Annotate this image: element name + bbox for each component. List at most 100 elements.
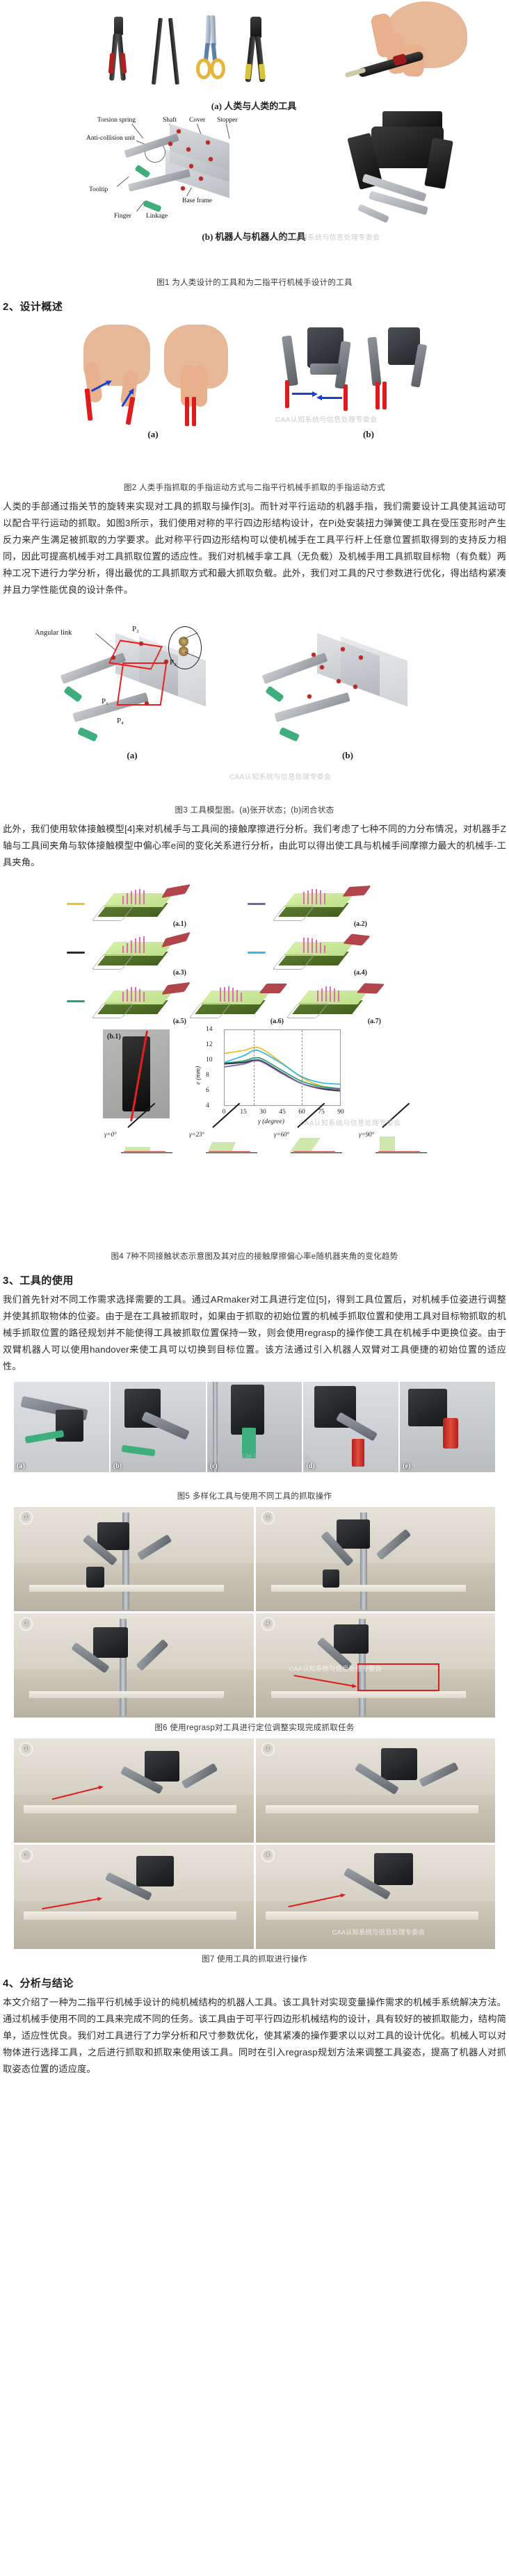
watermark: CAA认知系统与信息处理专委会	[275, 416, 378, 424]
contact-case-label: (a.3)	[172, 969, 186, 977]
figure-3-sublabel-b: (b)	[342, 750, 353, 761]
angle-illustration-row: γ=0° γ=23° γ=60° γ=90°	[104, 1102, 466, 1159]
chart-y-tick: 4	[206, 1102, 209, 1110]
figure-7-panel: ②	[255, 1738, 495, 1843]
figure-7: ① ② ③ ④ CAA认知系统与信息处理专委会	[14, 1738, 495, 1950]
label-finger: Finger	[114, 213, 131, 220]
figure-6-panel: ③	[14, 1613, 254, 1718]
chart-x-tick: 15	[240, 1109, 247, 1116]
contact-case-label: (a.6)	[270, 1018, 284, 1026]
chart-plot-area	[224, 1029, 341, 1107]
figure-5-panel-label: (d)	[306, 1462, 315, 1471]
tool-model-closed-state: (b)	[261, 612, 494, 762]
angle-cell: γ=0°	[104, 1127, 188, 1157]
angle-label: γ=23°	[189, 1131, 205, 1139]
chart-x-tick: 0	[222, 1109, 226, 1116]
chart-y-tick: 14	[206, 1026, 213, 1034]
figure-1-caption: 图1 为人类设计的工具和为二指平行机械手设计的工具	[156, 279, 353, 287]
figure-4-caption: 图4 7种不同接触状态示意图及其对应的接触摩擦偏心率e随机器夹角的变化趋势	[111, 1253, 398, 1262]
contact-case-label: (a.1)	[172, 920, 186, 929]
figure-7-panel: ④ CAA认知系统与信息处理专委会	[255, 1845, 495, 1950]
watermark: CAA认知系统与信息处理专委会	[299, 1120, 401, 1128]
figure-5-panel: (b)	[110, 1382, 206, 1473]
eccentricity-vs-angle-chart: 4 6 8 10 12 14 0 15 30 45 60 75 90 e (mm) γ (degree…	[195, 1026, 344, 1126]
figure-7-caption: 图7 使用工具的抓取进行操作	[202, 1955, 307, 1964]
watermark: CAA认知系统与信息处理专委会	[332, 1929, 426, 1937]
figure-7-panel: ③	[14, 1845, 254, 1950]
figure-6-panel: ④ CAA认知系统与信息处理专委会	[255, 1613, 495, 1718]
contact-case: (a.1)	[67, 884, 191, 929]
section-3-heading: 3、工具的使用	[3, 1275, 74, 1287]
figure-7-panel-number: ②	[261, 1743, 275, 1756]
angle-label: γ=0°	[104, 1131, 117, 1139]
human-hand-holding-tool-photo	[344, 1, 476, 100]
watermark: CAA认知系统与信息处理专委会	[209, 1454, 311, 1462]
label-shaft: Shaft	[163, 117, 177, 124]
contact-case-label: (a.4)	[353, 969, 367, 977]
human-finger-motion-photo: (a)	[76, 325, 236, 450]
figure-5-panel: (c)	[207, 1382, 302, 1473]
angle-cell: γ=23°	[189, 1127, 273, 1157]
figure-7-panel-number: ①	[19, 1743, 33, 1756]
label-p2: P₂	[132, 625, 139, 634]
figure-4: (a.1) (a.2)	[0, 878, 509, 1246]
figure-1-sublabel-b: (b) 机器人与机器人的工具	[202, 231, 306, 242]
contact-case: (a.5)	[67, 982, 191, 1026]
watermark: CAA认知系统与信息处理专委会	[289, 1665, 382, 1674]
section-2-heading: 2、设计概述	[3, 301, 63, 313]
figure-2-sublabel-b: (b)	[363, 429, 374, 439]
figure-5-panel: (a)	[14, 1382, 109, 1473]
figure-2-sublabel-a: (a)	[147, 429, 159, 439]
angle-label: γ=60°	[274, 1131, 290, 1139]
tool-model-open-state: Angular link P₂ P₃ P₁ P₄	[35, 612, 264, 762]
label-cover: Cover	[189, 117, 206, 124]
figure-5-panel-label: (e)	[403, 1462, 411, 1471]
paper-page: (a) 人类与人类的工具 Torsion spring Shaft Cover …	[0, 0, 509, 2078]
label-base-frame: Base frame	[182, 197, 212, 204]
label-tooltip: Tooltip	[89, 186, 108, 193]
figure-5-panel: (e)	[400, 1382, 495, 1473]
label-stopper: Stopper	[217, 117, 238, 124]
contact-state-diagrams: (a.1) (a.2)	[63, 882, 452, 1025]
angle-label: γ=90°	[359, 1131, 375, 1139]
figure-2: (a) (b) CAA认知系统与信息处理专委会	[0, 318, 509, 478]
label-torsion-spring: Torsion spring	[97, 117, 136, 124]
figure-5-panel: (d)	[303, 1382, 399, 1473]
contact-case: (a.6)	[188, 982, 288, 1026]
figure-6: ① ② ③ ④	[14, 1507, 495, 1718]
figure-3-caption: 图3 工具模型图。(a)张开状态；(b)闭合状态	[175, 806, 334, 815]
contact-case: (a.3)	[67, 931, 191, 977]
chart-x-tick: 60	[298, 1109, 305, 1116]
contact-case-label: (a.2)	[353, 920, 367, 929]
figure-3: Angular link P₂ P₃ P₁ P₄	[0, 605, 509, 800]
figure-7-panel: ①	[14, 1738, 254, 1843]
label-anti-collision-unit: Anti-collision unit	[86, 135, 135, 142]
parallel-gripper-motion-photo: (b) CAA认知系统与信息处理专委会	[271, 325, 445, 450]
figure-5-panel-label: (c)	[209, 1462, 218, 1471]
label-p4: P₄	[117, 717, 124, 726]
figure-2-caption: 图2 人类手指抓取的手指运动方式与二指平行机械手抓取的手指运动方式	[124, 484, 385, 492]
contact-case: (a.2)	[248, 885, 371, 929]
hand-tool-overlay	[344, 49, 431, 83]
figure-1: (a) 人类与人类的工具 Torsion spring Shaft Cover …	[0, 0, 509, 272]
figure-6-panel-number: ③	[19, 1617, 33, 1631]
chart-x-axis-label: γ (degree)	[258, 1118, 284, 1126]
contact-case-label: (a.7)	[367, 1018, 381, 1026]
figure-7-panel-number: ④	[261, 1849, 275, 1863]
watermark: CAA认知系统与信息处理专委会	[278, 234, 380, 242]
chart-x-tick: 45	[279, 1109, 286, 1116]
contact-case-label: (a.5)	[172, 1018, 186, 1026]
human-tools-photo	[104, 13, 278, 96]
figure-6-panel-number: ④	[261, 1617, 275, 1631]
paragraph-design-overview: 人类的手部通过指关节的旋转来实现对工具的抓取与操作[3]。而针对平行运动的机器手…	[3, 501, 506, 596]
figure-6-panel-number: ①	[19, 1511, 33, 1525]
label-angular-link: Angular link	[35, 629, 72, 637]
chart-y-tick: 12	[206, 1041, 213, 1049]
chart-x-tick: 75	[318, 1109, 325, 1116]
chart-marker-23deg	[254, 1030, 255, 1106]
section-4-heading: 4、分析与结论	[3, 1978, 74, 1990]
figure-5-caption: 图5 多样化工具与使用不同工具的抓取操作	[177, 1492, 332, 1501]
chart-series-svg	[225, 1030, 340, 1105]
chart-y-tick: 8	[206, 1072, 209, 1079]
chart-x-tick: 90	[337, 1109, 344, 1116]
